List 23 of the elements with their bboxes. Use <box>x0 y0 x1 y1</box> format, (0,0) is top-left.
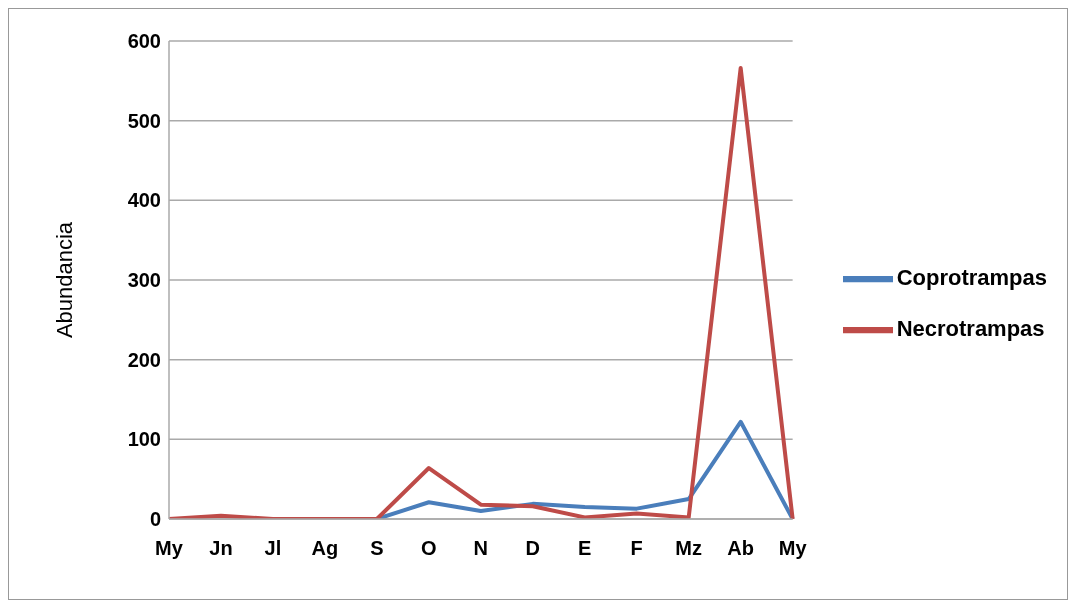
x-tick-label: N <box>473 537 489 560</box>
x-tick-label: E <box>578 537 592 560</box>
y-tick-label: 400 <box>127 189 161 212</box>
x-tick-label: F <box>630 537 643 560</box>
y-tick-label: 0 <box>149 508 161 531</box>
x-tick-label: My <box>778 537 808 560</box>
y-axis-title: Abundancia <box>51 221 77 339</box>
y-tick-label: 200 <box>127 348 161 371</box>
y-tick-label: 300 <box>127 269 161 292</box>
x-tick-label: My <box>155 537 184 560</box>
x-tick-label: S <box>370 537 384 560</box>
x-tick-label: Ab <box>727 537 755 560</box>
y-tick-label: 500 <box>127 109 161 132</box>
x-tick-label: Jn <box>209 537 233 560</box>
x-tick-label: O <box>421 537 437 560</box>
legend-label: Necrotrampas <box>896 316 1045 341</box>
x-tick-label: Mz <box>675 537 703 560</box>
y-tick-label: 100 <box>127 428 161 451</box>
legend-label: Coprotrampas <box>896 264 1047 290</box>
x-tick-label: Jl <box>264 537 282 560</box>
x-tick-label: Ag <box>311 537 339 560</box>
y-tick-label: 600 <box>127 30 161 53</box>
x-tick-label: D <box>525 537 541 560</box>
